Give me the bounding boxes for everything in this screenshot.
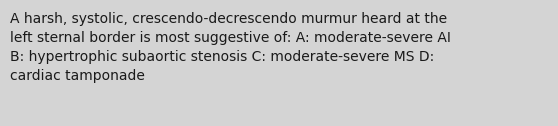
Text: A harsh, systolic, crescendo-decrescendo murmur heard at the
left sternal border: A harsh, systolic, crescendo-decrescendo… xyxy=(10,12,451,83)
